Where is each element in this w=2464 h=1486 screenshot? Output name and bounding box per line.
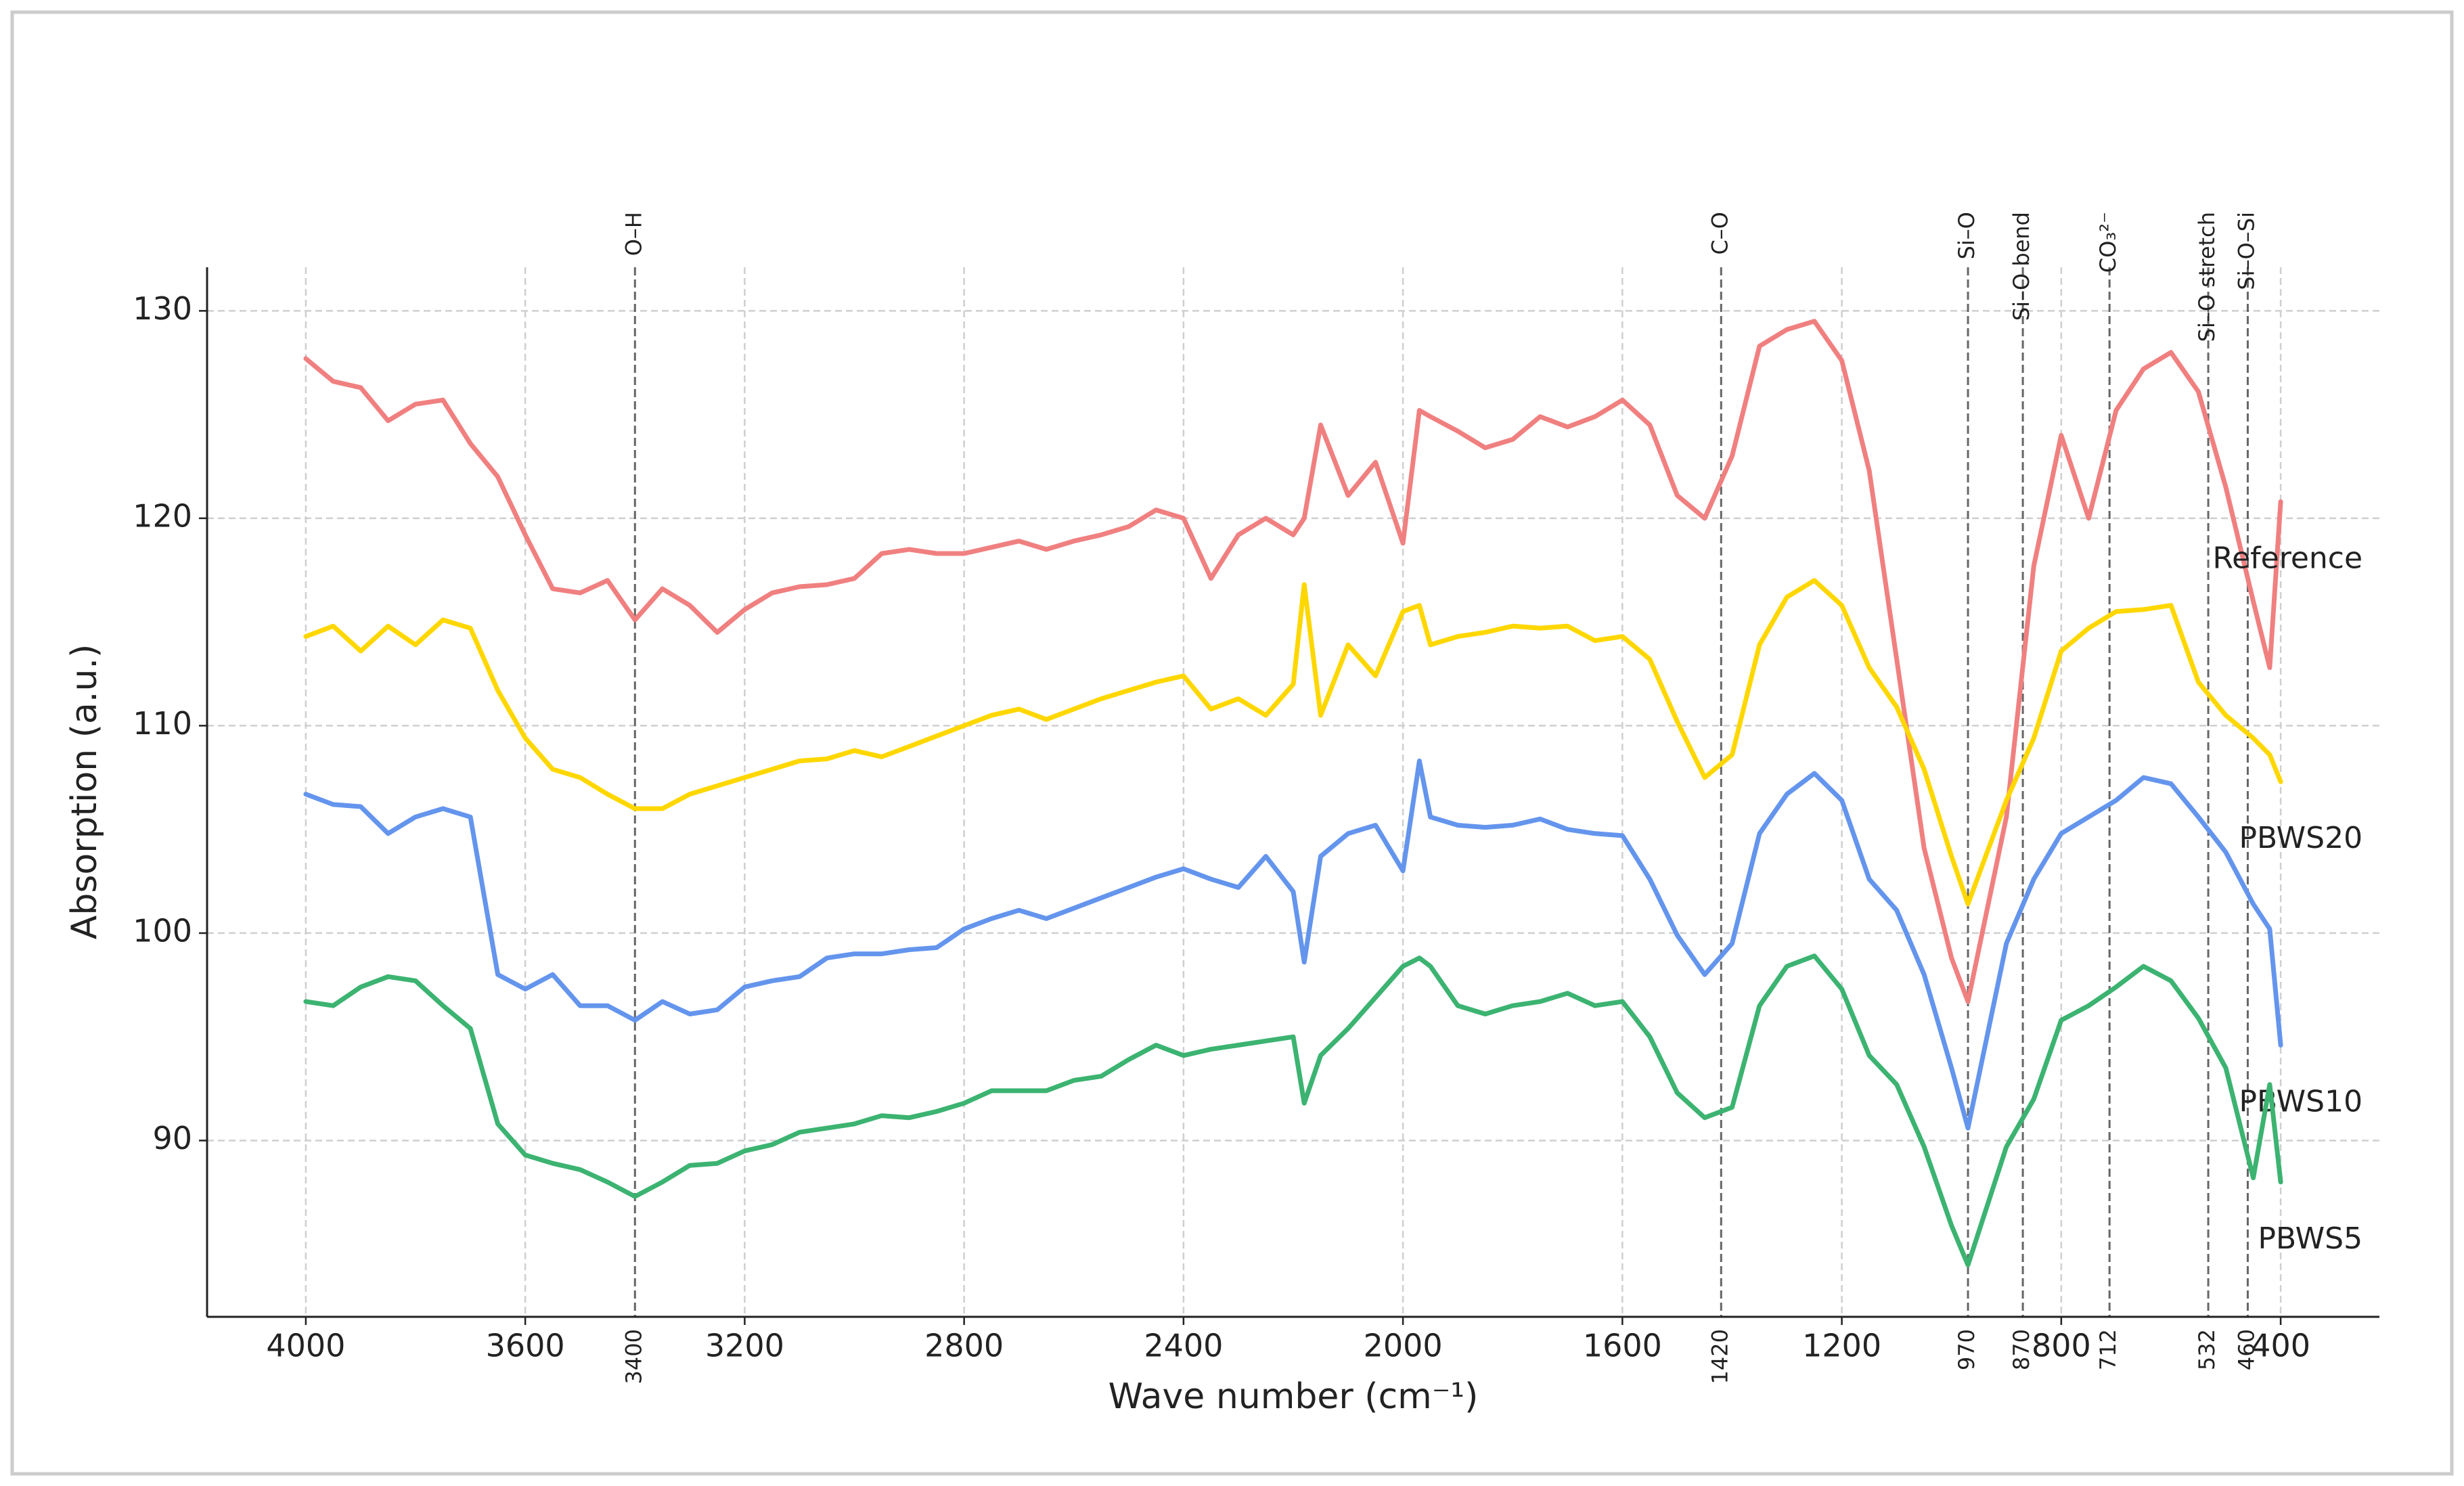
annotation-position: 870 (2009, 1329, 2034, 1370)
series-line (303, 319, 2283, 1004)
x-tick-label: 4000 (266, 1328, 345, 1364)
y-tick-label: 90 (152, 1120, 192, 1156)
annotation-label: O–H (621, 212, 646, 256)
series-line (303, 759, 2283, 1131)
series-line (303, 953, 2283, 1267)
x-tick-label: 1200 (1802, 1328, 1881, 1364)
x-tick-label: 2000 (1364, 1328, 1443, 1364)
y-tick-label: 130 (133, 290, 192, 327)
series-line (303, 578, 2283, 907)
annotation-position: 712 (2095, 1329, 2121, 1370)
annotation-position: 970 (1954, 1329, 1979, 1370)
y-axis-label: Absorption (a.u.) (64, 644, 105, 939)
x-tick-label: 3600 (486, 1328, 565, 1364)
annotation-position: 3400 (621, 1329, 646, 1384)
frame (10, 10, 2454, 1476)
y-tick-label: 110 (133, 705, 192, 742)
series-label: PBWS5 (2258, 1221, 2362, 1256)
series-label: PBWS20 (2239, 821, 2363, 855)
series-label: PBWS10 (2239, 1084, 2363, 1119)
annotation-position: 1420 (1707, 1329, 1732, 1384)
annotation-position: 532 (2194, 1329, 2220, 1370)
annotation-label: Si–O–Si (2233, 212, 2259, 290)
annotation-position: 460 (2233, 1329, 2259, 1370)
annotation-label: Si–O bend (2009, 212, 2034, 321)
annotation-label: C–O (1707, 212, 1732, 255)
y-tick-label: 120 (133, 497, 192, 534)
x-tick-label: 800 (2032, 1328, 2091, 1364)
series-label: Reference (2213, 541, 2363, 575)
annotation-label: CO₃²⁻ (2095, 212, 2121, 273)
x-axis-label: Wave number (cm⁻¹) (1108, 1376, 1479, 1417)
x-tick-label: 2400 (1144, 1328, 1223, 1364)
x-tick-label: 2800 (924, 1328, 1004, 1364)
y-tick-label: 100 (133, 912, 192, 949)
annotation-label: Si–O (1954, 212, 1979, 259)
x-tick-label: 400 (2251, 1328, 2310, 1364)
annotation-label: Si–O stretch (2194, 212, 2220, 342)
x-tick-label: 3200 (705, 1328, 784, 1364)
x-tick-label: 1600 (1583, 1328, 1662, 1364)
